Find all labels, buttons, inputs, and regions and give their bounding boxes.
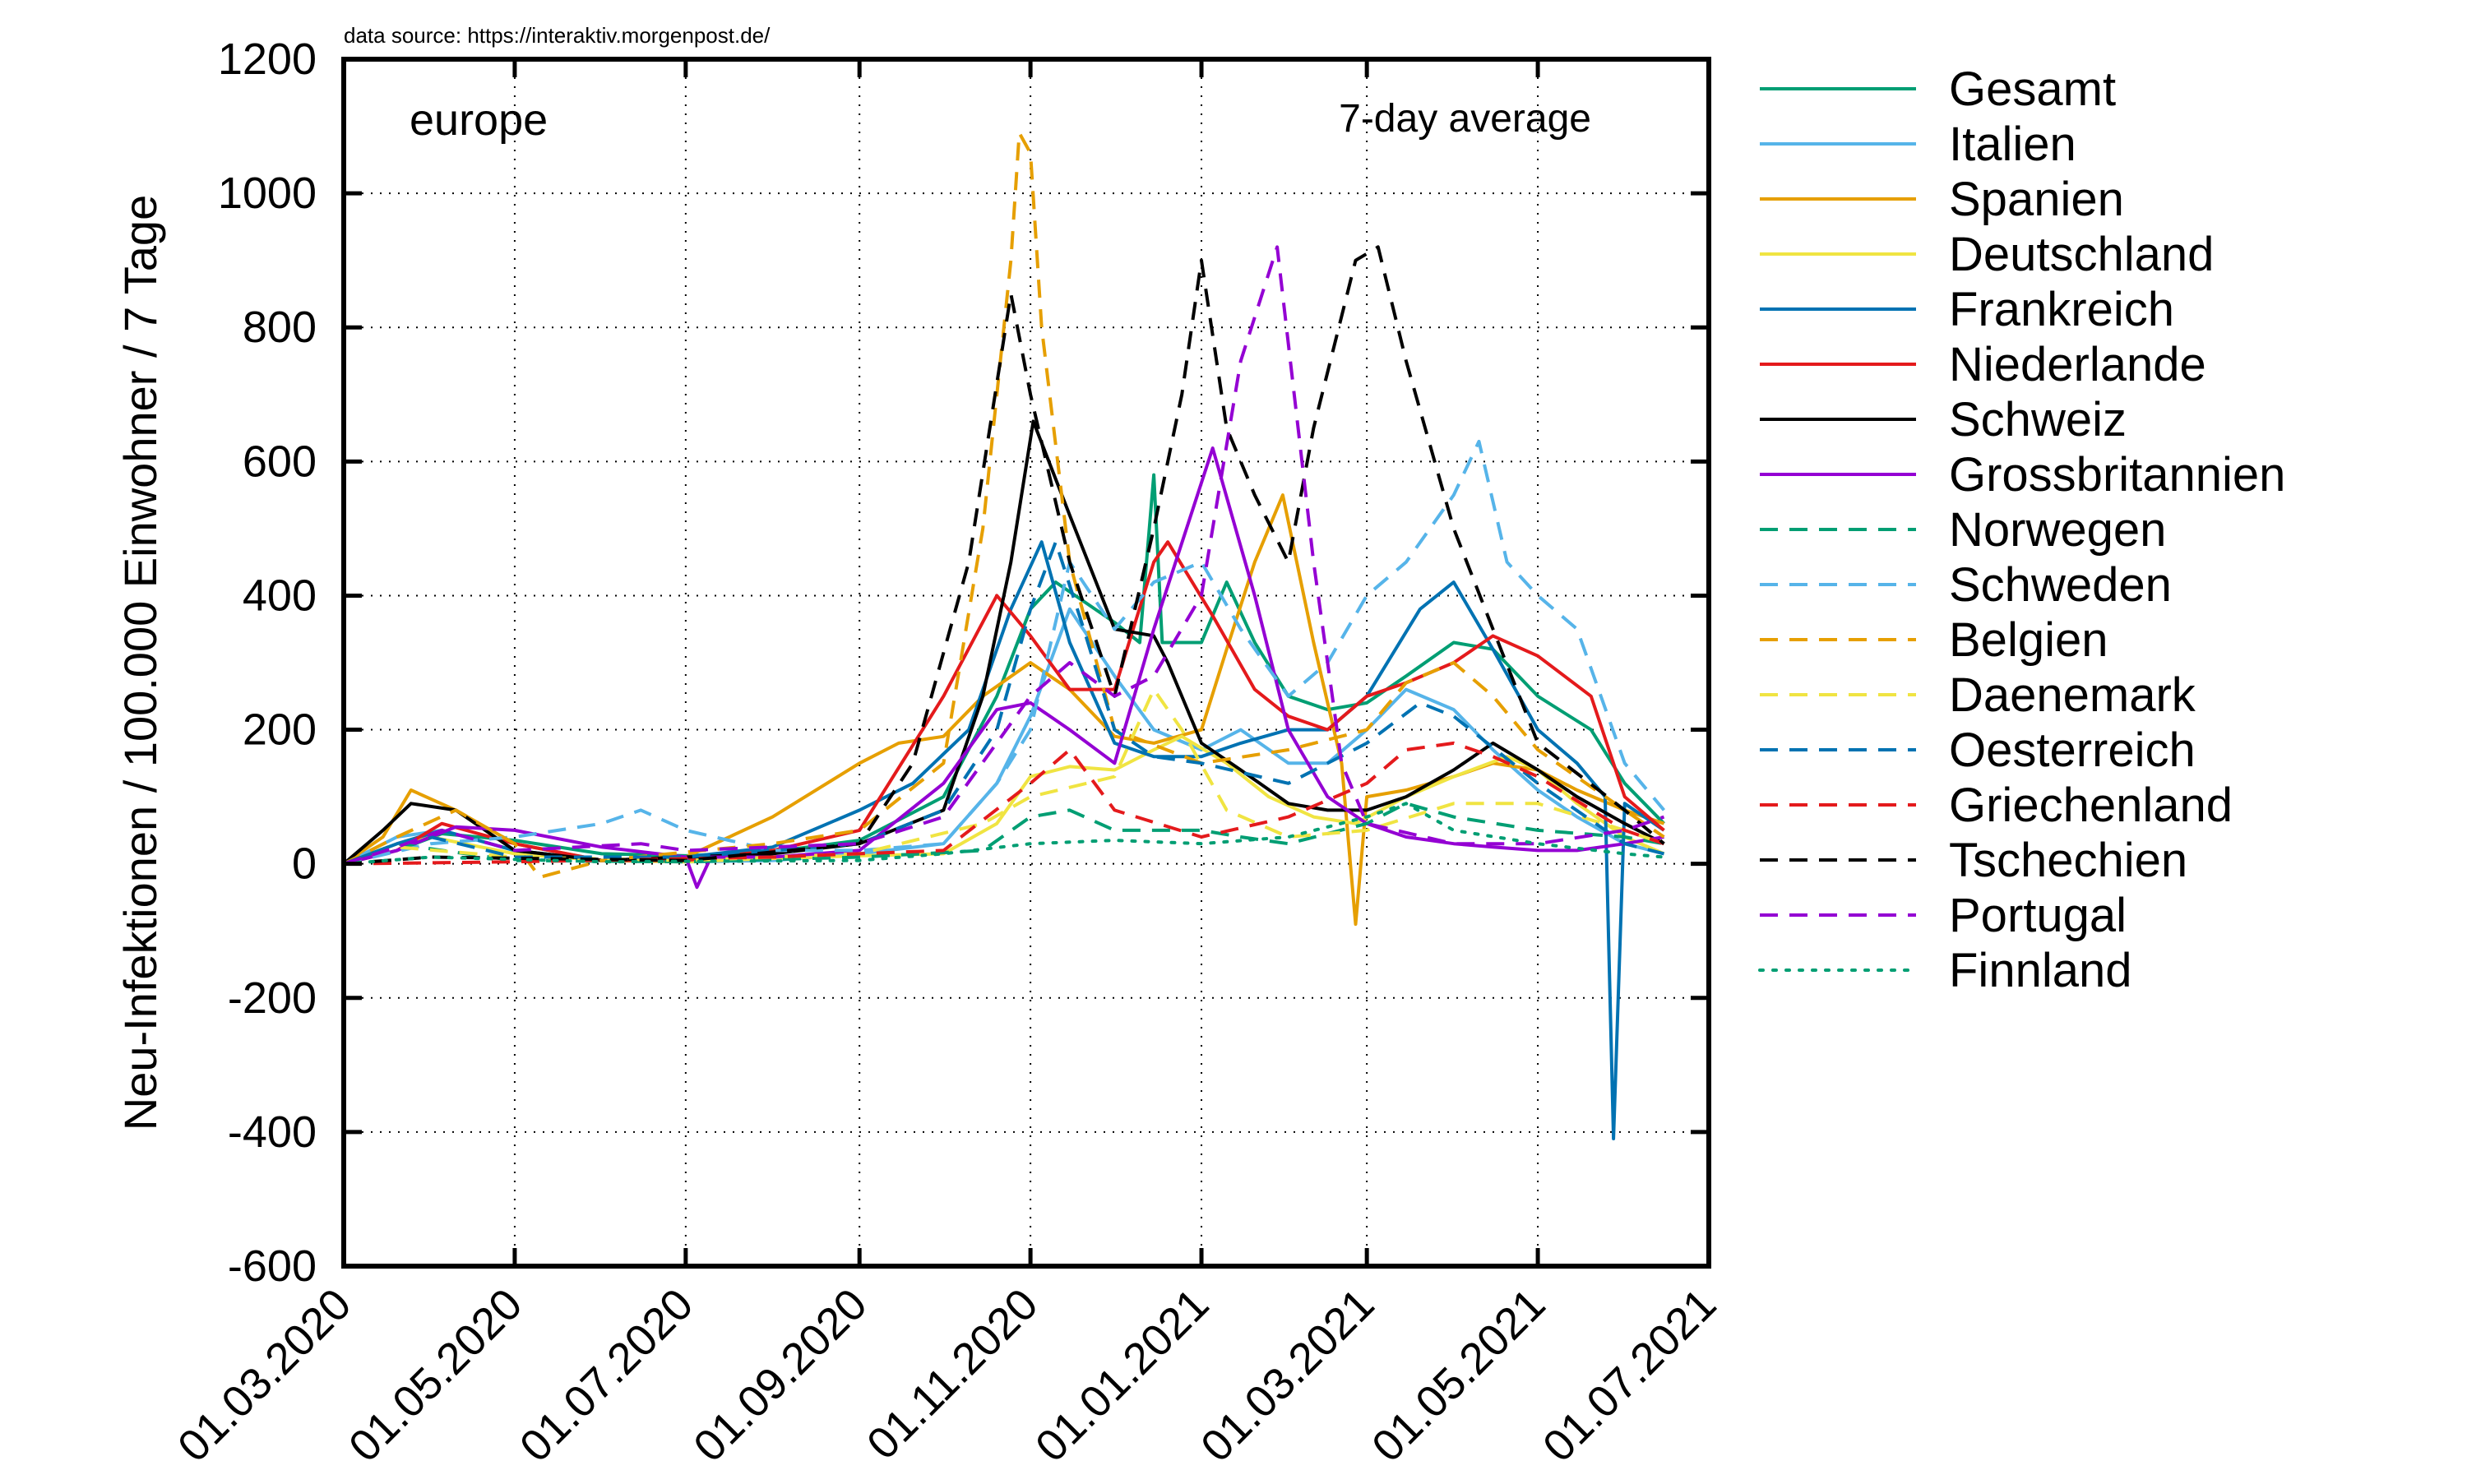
legend-label-oesterreich: Oesterreich [1949,724,2196,777]
x-tick-label: 01.11.2020 [858,1279,1048,1469]
region-label: europe [410,95,548,145]
series-line-gesamt [343,473,1665,866]
legend-label-schweiz: Schweiz [1949,393,2127,446]
y-tick-label: 600 [243,437,317,486]
series-line-griechenland [343,741,1665,866]
legend-label-niederlande: Niederlande [1949,338,2206,391]
plot-frame [341,57,1711,1269]
x-tick-label: 01.03.2020 [169,1279,361,1472]
x-tick-label: 01.05.2021 [1363,1279,1555,1472]
y-tick-label: 1200 [218,35,317,84]
legend-label-belgien: Belgien [1949,613,2108,667]
series-line-belgien [343,131,1665,879]
x-tick-label: 01.09.2020 [684,1279,877,1472]
x-tick-label: 01.05.2020 [340,1279,532,1472]
legend-label-daenemark: Daenemark [1949,668,2196,722]
series-line-finnland [342,802,1666,866]
series-line-norwegen [343,802,1664,866]
legend-label-portugal: Portugal [1949,889,2127,942]
series-line-tschechien [343,245,1665,866]
legend-label-gesamt: Gesamt [1949,62,2116,116]
legend-label-norwegen: Norwegen [1949,503,2166,557]
x-tick-label: 01.07.2020 [511,1279,703,1472]
y-tick-label: 800 [243,303,317,352]
y-tick-label: 1000 [218,169,317,218]
legend-label-tschechien: Tschechien [1949,834,2187,887]
y-tick-label: 0 [292,839,317,889]
series-line-schweden [343,439,1666,866]
y-tick-label: -200 [228,973,317,1023]
legend: GesamtItalienSpanienDeutschlandFrankreic… [1758,62,2285,997]
y-tick-label: 400 [243,571,317,620]
source-note: data source: https://interaktiv.morgenpo… [344,23,771,48]
legend-label-grossbritannien: Grossbritannien [1949,448,2285,502]
series-line-portugal [343,245,1665,866]
y-axis-label: Neu-Infektionen / 100.000 Einwohner / 7 … [114,195,166,1130]
series-line-frankreich [343,540,1665,1140]
series-line-oesterreich [343,540,1664,866]
legend-label-schweden: Schweden [1949,558,2172,612]
y-tick-label: 200 [243,705,317,755]
x-tick-label: 01.07.2021 [1534,1279,1726,1472]
y-tick-label: -600 [228,1241,317,1291]
legend-label-spanien: Spanien [1949,173,2124,226]
legend-label-deutschland: Deutschland [1949,228,2214,281]
legend-label-griechenland: Griechenland [1949,779,2233,832]
x-tick-label: 01.01.2021 [1026,1279,1219,1472]
legend-label-finnland: Finnland [1949,944,2131,997]
series-line-schweiz [342,419,1665,866]
legend-label-italien: Italien [1949,118,2076,171]
series-line-daenemark [343,687,1665,866]
tick-layer: 120010008006004002000-200-400-60001.03.2… [169,35,1726,1472]
series-line-grossbritannien [343,446,1664,890]
y-tick-label: -400 [228,1107,317,1157]
grid-layer [344,59,1709,1266]
series-line-italien [343,607,1664,866]
x-tick-label: 01.03.2021 [1192,1279,1384,1472]
series-layer [342,131,1666,1140]
average-label: 7-day average [1339,97,1591,141]
legend-label-frankreich: Frankreich [1949,283,2174,336]
